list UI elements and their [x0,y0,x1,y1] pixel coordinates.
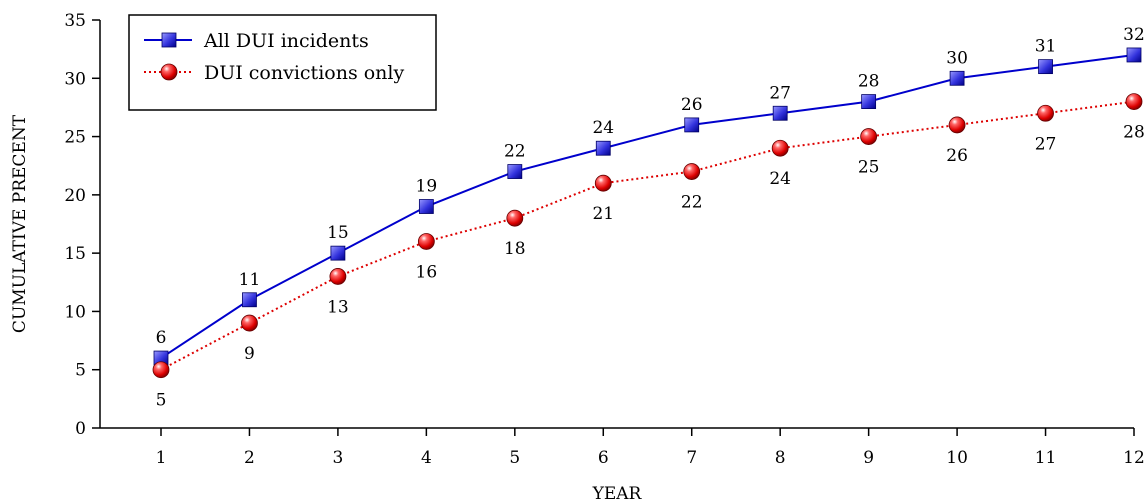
data-point-square [330,245,346,261]
y-tick-label: 35 [64,11,86,31]
y-tick-label: 25 [64,128,86,148]
data-label: 18 [504,239,526,259]
x-tick-label: 5 [509,448,520,468]
data-point-square [242,292,257,308]
x-tick-label: 9 [863,448,874,468]
data-label: 30 [946,48,968,68]
data-point-circle [1125,93,1143,110]
data-label: 22 [504,142,526,162]
data-point-square [861,94,877,109]
data-point-circle [152,361,170,379]
data-point-circle [948,116,966,134]
data-point-circle [683,163,701,180]
data-label: 31 [1035,37,1057,57]
x-tick-label: 1 [156,448,167,468]
legend-box [128,14,437,111]
data-label: 28 [858,72,880,92]
data-label: 32 [1123,25,1145,45]
x-tick-label: 8 [775,448,786,468]
series-layer: 6 11 15 19 22 24 26 27 28 30 31 32 5 9 13 16 18 21 22 24 25 2… [152,25,1145,411]
data-point-square [418,199,434,214]
data-label: 25 [858,158,880,178]
data-label: 11 [239,270,261,290]
x-tick-label: 6 [598,448,609,468]
y-tick-label: 5 [75,361,86,381]
x-tick-label: 4 [421,448,432,468]
data-point-circle [860,128,878,145]
data-point-circle [417,233,435,250]
x-tick-label: 10 [946,448,968,468]
data-point-square [1038,59,1053,75]
legend-marker-square [161,32,177,48]
series-line [160,100,1135,371]
data-point-square [684,117,700,133]
data-label: 9 [244,344,255,364]
data-label: 24 [769,169,791,189]
data-label: 15 [327,223,349,243]
data-point-square [772,105,788,121]
data-label: 28 [1123,123,1145,143]
data-point-circle [241,314,258,332]
y-axis-title: CUMULATIVE PRECENT [10,114,30,333]
data-point-circle [594,174,612,192]
data-label: 5 [156,391,167,411]
legend-marker-circle [160,63,178,81]
data-label: 22 [681,193,703,213]
legend-label-convictions: DUI convictions only [204,62,404,84]
data-point-circle [506,209,524,227]
data-point-circle [329,268,347,285]
x-tick-label: 2 [244,448,255,468]
data-label: 26 [946,146,968,166]
y-tick-label: 20 [64,186,86,206]
data-point-square [595,140,611,156]
data-label: 21 [592,204,614,224]
y-ticks: 0 5 10 15 20 25 30 35 [64,11,100,439]
y-tick-label: 10 [64,302,86,322]
data-point-circle [771,139,789,157]
x-ticks: 1 2 3 4 5 6 7 8 9 10 11 12 [156,428,1145,468]
data-point-square [1126,47,1142,63]
x-tick-label: 12 [1123,448,1145,468]
y-tick-label: 0 [75,419,86,439]
series-dui-convictions-only: 5 9 13 16 18 21 22 24 25 26 27 28 [152,93,1145,411]
data-label: 27 [1035,134,1057,154]
data-label: 27 [769,83,791,103]
x-tick-label: 11 [1035,448,1057,468]
data-label: 26 [681,95,703,115]
x-tick-label: 3 [332,448,343,468]
data-point-square [949,70,965,86]
series-all-dui-incidents: 6 11 15 19 22 24 26 27 28 30 31 32 [153,25,1145,366]
data-point-circle [1037,104,1054,122]
data-point-square [507,164,523,179]
data-label: 24 [592,118,614,138]
legend-label-all-dui: All DUI incidents [203,30,369,52]
x-tick-label: 7 [686,448,697,468]
data-label: 13 [327,297,349,317]
x-axis-title: YEAR [592,484,643,504]
series-line [160,53,1135,359]
data-label: 19 [416,177,438,197]
y-tick-label: 15 [64,244,86,264]
data-label: 6 [156,328,167,348]
y-tick-label: 30 [64,69,86,89]
legend: All DUI incidents DUI convictions only [128,14,437,111]
data-label: 16 [416,262,438,282]
